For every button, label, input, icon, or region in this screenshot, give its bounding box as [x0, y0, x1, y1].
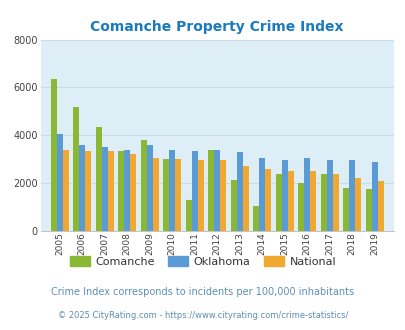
Bar — [130, 154, 136, 231]
Bar — [320, 174, 326, 231]
Bar — [236, 152, 242, 231]
Bar — [146, 145, 152, 231]
Bar — [169, 150, 175, 231]
Bar — [242, 166, 248, 231]
Bar — [79, 145, 85, 231]
Bar — [185, 200, 191, 231]
Bar — [63, 150, 69, 231]
Bar — [342, 188, 348, 231]
Bar — [326, 160, 332, 231]
Bar — [275, 174, 281, 231]
Bar — [95, 127, 101, 231]
Bar — [73, 107, 79, 231]
Bar — [163, 159, 169, 231]
Bar — [371, 162, 377, 231]
Bar — [287, 171, 293, 231]
Bar — [309, 171, 315, 231]
Bar — [220, 160, 226, 231]
Bar — [264, 169, 271, 231]
Bar — [191, 151, 197, 231]
Bar — [364, 189, 371, 231]
Bar — [252, 206, 258, 231]
Bar — [140, 140, 146, 231]
Bar — [107, 151, 113, 231]
Bar — [118, 151, 124, 231]
Bar — [258, 158, 264, 231]
Bar — [281, 160, 287, 231]
Bar — [303, 158, 309, 231]
Bar — [377, 181, 383, 231]
Bar — [297, 183, 303, 231]
Bar — [354, 178, 360, 231]
Text: Crime Index corresponds to incidents per 100,000 inhabitants: Crime Index corresponds to incidents per… — [51, 287, 354, 297]
Bar — [85, 151, 91, 231]
Bar — [332, 174, 338, 231]
Bar — [101, 147, 107, 231]
Bar — [348, 160, 354, 231]
Bar — [214, 150, 220, 231]
Bar — [57, 134, 63, 231]
Bar — [175, 159, 181, 231]
Legend: Comanche, Oklahoma, National: Comanche, Oklahoma, National — [65, 251, 340, 271]
Bar — [230, 180, 236, 231]
Text: © 2025 CityRating.com - https://www.cityrating.com/crime-statistics/: © 2025 CityRating.com - https://www.city… — [58, 311, 347, 320]
Bar — [197, 160, 203, 231]
Bar — [208, 150, 214, 231]
Bar — [51, 79, 57, 231]
Bar — [152, 158, 158, 231]
Title: Comanche Property Crime Index: Comanche Property Crime Index — [90, 20, 343, 34]
Bar — [124, 150, 130, 231]
